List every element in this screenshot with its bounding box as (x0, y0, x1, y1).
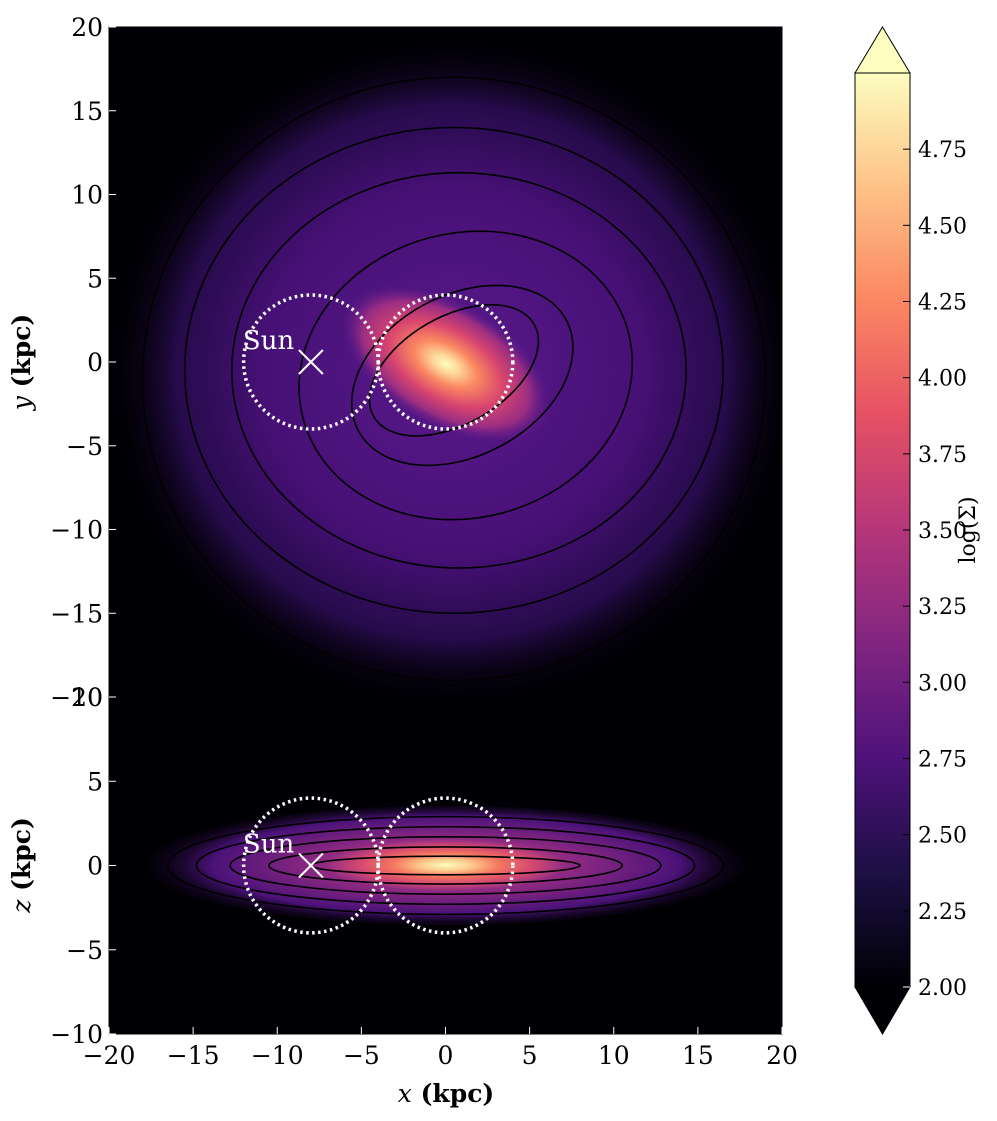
colorbar-tick-label: 2.25 (918, 900, 967, 925)
colorbar-tick-label: 2.50 (918, 824, 967, 849)
contour-line (268, 846, 623, 885)
colorbar-tick-label: 3.75 (918, 443, 967, 468)
y-tick-label: 20 (71, 13, 103, 42)
y-tick-label: 10 (71, 181, 103, 210)
x-tick-label: −20 (83, 1041, 136, 1070)
edge-on-regions (241, 796, 515, 935)
colorbar-extend-max (854, 26, 911, 74)
contour-line (183, 126, 724, 615)
region-circle (376, 293, 515, 431)
colorbar-gradient (854, 72, 911, 988)
contour-line (229, 836, 662, 895)
face-on-contours (141, 76, 766, 682)
sun-label: Sun (243, 830, 295, 860)
y-tick-label: −10 (50, 1020, 103, 1049)
face-on-regions (241, 293, 515, 431)
x-axis: −20 −15 −10 −5 0 5 10 15 20 (83, 1027, 798, 1070)
contour-line (298, 230, 634, 521)
colorbar-tick-label: 2.75 (918, 748, 967, 773)
x-tick-label: 0 (438, 1041, 454, 1070)
colorbar-tick-label: 2.00 (918, 976, 967, 1001)
colorbar: 2.00 2.25 2.50 2.75 3.00 3.25 3.50 3.75 4.00 4.25… (854, 26, 981, 1035)
contour-line (195, 825, 696, 906)
y-tick-label: −10 (50, 516, 103, 545)
colorbar-ticks: 2.00 2.25 2.50 2.75 3.00 3.25 3.50 3.75 4.00 4.25… (903, 138, 967, 1001)
x-tick-label: 5 (522, 1041, 538, 1070)
y-tick-label: −5 (66, 432, 103, 461)
y-tick-label: −20 (50, 683, 103, 712)
y-tick-label: 0 (87, 348, 103, 377)
y-tick-label: 0 (87, 852, 103, 881)
contour-line (350, 284, 574, 467)
y-tick-label: 15 (71, 97, 103, 126)
y-tick-label: 5 (87, 264, 103, 293)
colorbar-tick-label: 3.25 (918, 595, 967, 620)
region-circle (376, 796, 515, 935)
y-tick-label: 5 (87, 767, 103, 796)
colorbar-tick-label: 4.00 (918, 367, 967, 392)
edge-on-panel: Sun −10 −5 0 5 10 −20 −15 −10 −5 0 5 10 15 20 z (kpc… (7, 683, 798, 1108)
contour-line (368, 304, 540, 437)
contour-line (141, 804, 750, 927)
contour-line (167, 815, 724, 916)
face-on-panel: Sun −20 −15 −10 −5 0 5 10 15 20 y (kpc) (7, 13, 783, 712)
edge-on-sun-marker: Sun (243, 830, 324, 879)
edge-on-bar-glow (326, 839, 566, 891)
edge-on-ylabel: z (kpc) (7, 817, 36, 914)
y-tick-label: 10 (71, 683, 103, 712)
sun-cross-line (298, 349, 324, 375)
x-tick-label: −15 (167, 1041, 220, 1070)
x-tick-label: −10 (251, 1041, 304, 1070)
sun-cross-line (298, 852, 324, 879)
edge-on-contours (141, 804, 750, 927)
contour-line (141, 76, 766, 682)
x-tick-label: −5 (343, 1041, 380, 1070)
colorbar-label: log(Σ) (956, 496, 981, 563)
colorbar-tick-label: 4.25 (918, 291, 967, 316)
face-on-sun-marker: Sun (243, 326, 324, 375)
contour-line (231, 171, 687, 569)
y-tick-label: −5 (66, 936, 103, 965)
colorbar-tick-label: 4.75 (918, 138, 967, 163)
x-tick-label: 10 (598, 1041, 630, 1070)
face-on-ylabel: y (kpc) (7, 314, 36, 412)
x-axis-label: x (kpc) (398, 1079, 495, 1108)
x-tick-label: 20 (766, 1041, 798, 1070)
colorbar-tick-label: 4.50 (918, 214, 967, 239)
x-tick-label: 15 (682, 1041, 714, 1070)
colorbar-tick-label: 3.00 (918, 671, 967, 696)
colorbar-tick-label: 3.50 (918, 519, 967, 544)
y-tick-label: −15 (50, 599, 103, 628)
colorbar-extend-min (854, 986, 911, 1035)
sun-label: Sun (243, 326, 295, 356)
